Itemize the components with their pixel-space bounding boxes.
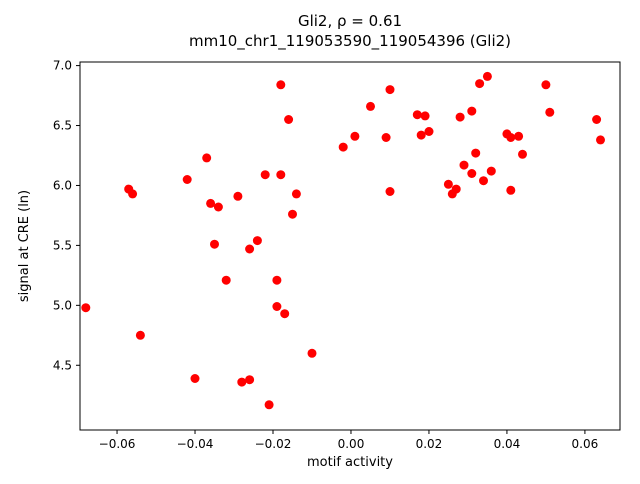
data-point [416, 130, 426, 140]
data-point [276, 80, 286, 90]
data-point [307, 348, 317, 358]
data-point [451, 184, 461, 194]
data-point [280, 309, 290, 319]
data-point [514, 131, 524, 141]
data-point [424, 127, 434, 136]
data-point [385, 187, 395, 196]
plot-dynamic-layer: −0.06 −0.04 −0.02 0.00 0.02 0.04 0.06 4.5 5.0 5.5… [53, 59, 605, 451]
data-point [288, 209, 297, 219]
data-point [479, 176, 488, 186]
data-point [518, 149, 527, 159]
plot-area-border [79, 61, 621, 431]
x-axis-label: motif activity [307, 455, 393, 470]
x-tick-label: 0.04 [494, 437, 521, 451]
data-point [128, 189, 138, 199]
data-point [471, 148, 481, 158]
y-tick-label: 6.5 [53, 119, 72, 133]
data-point [245, 375, 255, 385]
data-point [541, 80, 551, 90]
data-point [412, 110, 422, 120]
data-point [592, 115, 602, 124]
data-point [276, 170, 286, 180]
data-point [182, 175, 192, 184]
data-point [467, 106, 477, 116]
data-point [245, 244, 255, 254]
data-point [420, 111, 430, 121]
data-point [455, 112, 465, 122]
data-point [233, 191, 243, 201]
data-point [206, 198, 216, 208]
data-point [385, 85, 395, 95]
data-point [135, 330, 145, 340]
data-point [291, 189, 301, 199]
data-point [264, 400, 274, 410]
x-tick-label: −0.02 [255, 437, 292, 451]
data-point [260, 170, 270, 180]
data-point [252, 236, 262, 246]
data-point [596, 135, 605, 145]
data-point [338, 142, 348, 152]
chart-subtitle: mm10_chr1_119053590_119054396 (Gli2) [189, 32, 511, 51]
data-point [272, 302, 282, 311]
x-tick-label: −0.04 [177, 437, 214, 451]
data-point [443, 179, 453, 189]
x-tick-label: −0.06 [99, 437, 136, 451]
data-point [213, 202, 223, 212]
data-point [467, 169, 477, 178]
data-point [237, 377, 247, 387]
data-point [190, 374, 200, 383]
chart-title: Gli2, ρ = 0.61 [298, 12, 402, 30]
x-tick-label: 0.00 [338, 437, 365, 451]
x-tick-label: 0.06 [572, 437, 599, 451]
data-point [506, 133, 516, 142]
y-axis-label: signal at CRE (ln) [17, 190, 32, 302]
y-tick-label: 5.5 [53, 238, 72, 252]
y-tick-label: 7.0 [53, 59, 72, 73]
data-point [366, 101, 375, 111]
data-point [202, 153, 212, 163]
data-point [210, 239, 219, 249]
data-point [459, 160, 469, 170]
data-point [545, 107, 555, 117]
data-point [221, 275, 231, 285]
data-point [475, 79, 485, 89]
data-point [486, 166, 496, 176]
data-point [81, 303, 91, 313]
y-tick-label: 5.0 [53, 298, 72, 312]
data-point [482, 71, 492, 81]
x-tick-label: 0.02 [416, 437, 443, 451]
data-point [272, 275, 282, 285]
data-point [284, 115, 294, 124]
data-point [381, 133, 391, 142]
data-point [350, 131, 360, 141]
y-tick-label: 6.0 [53, 178, 72, 192]
y-tick-label: 4.5 [53, 358, 72, 372]
data-point [506, 185, 516, 195]
